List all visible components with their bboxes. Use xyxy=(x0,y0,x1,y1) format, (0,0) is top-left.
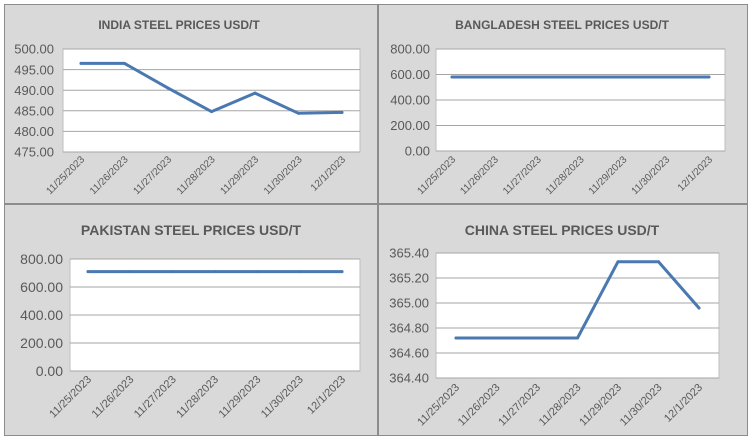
china-data-point xyxy=(616,260,620,264)
bangladesh-x-tick-label: 12/1/2023 xyxy=(676,154,716,194)
pakistan-y-tick-label: 800.00 xyxy=(20,251,63,267)
india-chart: INDIA STEEL PRICES USD/T 500.00 495.00 490.… xyxy=(14,18,361,197)
india-y-tick-label: 480.00 xyxy=(14,124,54,139)
pakistan-x-tick-label: 11/26/2023 xyxy=(90,374,137,421)
china-data-point xyxy=(697,306,701,310)
china-chart-panel: CHINA STEEL PRICES USD/T 365.40 365.20 365.… xyxy=(378,204,748,436)
china-y-tick-label: 365.00 xyxy=(389,296,429,311)
india-x-tick-label: 12/1/2023 xyxy=(309,154,349,194)
india-data-point xyxy=(340,110,344,114)
pakistan-chart: PAKISTAN STEEL PRICES USD/T 800.00 600.00 4… xyxy=(20,222,361,421)
india-x-tick-label: 11/29/2023 xyxy=(218,154,261,197)
china-x-tick-label: 11/28/2023 xyxy=(537,382,584,429)
pakistan-x-tick-label: 11/25/2023 xyxy=(47,374,94,421)
india-x-tick-label: 11/25/2023 xyxy=(44,154,87,197)
india-data-point xyxy=(123,61,126,65)
bangladesh-data-point xyxy=(536,75,540,79)
china-data-point xyxy=(535,336,539,340)
china-x-tick-label: 11/26/2023 xyxy=(456,382,503,429)
bangladesh-x-tick-label: 11/30/2023 xyxy=(630,154,673,197)
bangladesh-data-point xyxy=(579,75,582,79)
china-x-tick-label: 11/30/2023 xyxy=(618,382,665,429)
india-x-tick-label: 11/30/2023 xyxy=(262,154,305,197)
india-y-tick-label: 485.00 xyxy=(14,103,54,118)
india-y-tick-label: 500.00 xyxy=(14,42,54,57)
bangladesh-x-tick-label: 11/28/2023 xyxy=(544,154,587,197)
bangladesh-data-point xyxy=(493,75,497,79)
china-x-tick-label: 11/29/2023 xyxy=(577,382,624,429)
india-plot-area xyxy=(62,48,361,153)
india-data-point xyxy=(166,86,170,90)
bangladesh-data-point xyxy=(450,75,454,79)
china-chart: CHINA STEEL PRICES USD/T 365.40 365.20 365.… xyxy=(389,222,720,429)
bangladesh-y-tick-label: 400.00 xyxy=(390,93,430,108)
pakistan-data-point xyxy=(86,270,90,274)
china-x-tick-label: 11/27/2023 xyxy=(496,382,543,429)
bangladesh-x-tick-label: 11/27/2023 xyxy=(501,154,544,197)
pakistan-chart-title: PAKISTAN STEEL PRICES USD/T xyxy=(81,222,302,238)
pakistan-x-tick-label: 11/28/2023 xyxy=(174,374,221,421)
china-x-tick-label: 12/1/2023 xyxy=(662,382,705,425)
china-y-tick-label: 364.40 xyxy=(389,371,429,386)
pakistan-x-tick-label: 12/1/2023 xyxy=(305,374,348,417)
bangladesh-x-tick-label: 11/26/2023 xyxy=(458,154,501,197)
india-data-point xyxy=(79,61,83,65)
india-x-tick-label: 11/27/2023 xyxy=(131,154,174,197)
pakistan-x-tick-label: 11/30/2023 xyxy=(259,374,306,421)
china-y-tick-label: 365.40 xyxy=(389,246,429,261)
pakistan-y-tick-label: 0.00 xyxy=(36,363,63,379)
china-y-tick-label: 364.60 xyxy=(389,346,429,361)
china-y-tick-label: 365.20 xyxy=(389,271,429,286)
china-chart-title: CHINA STEEL PRICES USD/T xyxy=(465,222,660,238)
bangladesh-chart-title: BANGLADESH STEEL PRICES USD/T xyxy=(455,18,669,32)
bangladesh-x-tick-label: 11/25/2023 xyxy=(415,154,458,197)
pakistan-x-tick-label: 11/29/2023 xyxy=(217,374,264,421)
india-data-point xyxy=(297,111,300,115)
bangladesh-x-tick-label: 11/29/2023 xyxy=(587,154,630,197)
bangladesh-y-tick-label: 800.00 xyxy=(390,42,430,57)
pakistan-data-point xyxy=(171,270,175,274)
china-plot-area xyxy=(435,252,720,379)
china-data-point xyxy=(454,336,458,340)
pakistan-y-tick-label: 200.00 xyxy=(20,335,63,351)
bangladesh-y-tick-label: 0.00 xyxy=(405,144,430,159)
china-data-point xyxy=(495,336,498,340)
pakistan-data-point xyxy=(298,270,302,274)
pakistan-y-tick-label: 400.00 xyxy=(20,307,63,323)
india-data-point xyxy=(210,110,213,114)
india-y-tick-label: 475.00 xyxy=(14,145,54,160)
pakistan-data-point xyxy=(213,270,217,274)
pakistan-data-point xyxy=(255,270,259,274)
india-x-tick-label: 11/26/2023 xyxy=(88,154,131,197)
bangladesh-chart: BANGLADESH STEEL PRICES USD/T 800.00 600.0… xyxy=(390,18,726,197)
india-chart-panel: INDIA STEEL PRICES USD/T 500.00 495.00 490.… xyxy=(4,4,378,204)
bangladesh-data-point xyxy=(664,75,668,79)
pakistan-data-point xyxy=(128,270,132,274)
bangladesh-data-point xyxy=(707,75,711,79)
china-x-tick-label: 11/25/2023 xyxy=(415,382,462,429)
china-y-tick-label: 364.80 xyxy=(389,321,429,336)
india-y-tick-label: 495.00 xyxy=(14,62,54,77)
pakistan-y-tick-label: 600.00 xyxy=(20,279,63,295)
pakistan-x-tick-label: 11/27/2023 xyxy=(132,374,179,421)
china-data-point xyxy=(657,260,660,264)
china-data-point xyxy=(576,336,579,340)
bangladesh-chart-panel: BANGLADESH STEEL PRICES USD/T 800.00 600.0… xyxy=(378,4,748,204)
bangladesh-data-point xyxy=(621,75,625,79)
bangladesh-y-tick-label: 600.00 xyxy=(390,67,430,82)
india-y-tick-label: 490.00 xyxy=(14,83,54,98)
bangladesh-y-tick-label: 200.00 xyxy=(390,118,430,133)
pakistan-data-point xyxy=(340,270,344,274)
pakistan-chart-panel: PAKISTAN STEEL PRICES USD/T 800.00 600.00 4… xyxy=(4,204,378,436)
india-data-point xyxy=(253,91,257,95)
india-x-tick-label: 11/28/2023 xyxy=(175,154,218,197)
india-chart-title: INDIA STEEL PRICES USD/T xyxy=(98,18,260,32)
